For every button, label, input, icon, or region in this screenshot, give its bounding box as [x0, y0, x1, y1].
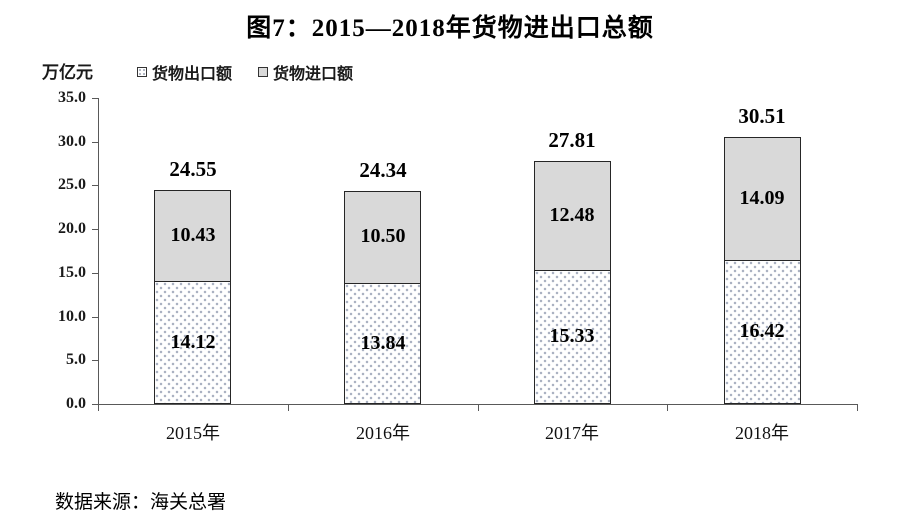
export-value-label: 16.42 — [739, 320, 785, 342]
x-tick-mark — [478, 404, 479, 411]
total-value-label: 30.51 — [738, 104, 786, 128]
y-tick-label: 20.0 — [58, 220, 86, 237]
y-tick-mark — [92, 98, 98, 99]
bar-segment-import — [154, 190, 231, 282]
y-tick-label: 5.0 — [66, 351, 86, 368]
y-tick-label: 10.0 — [58, 308, 86, 325]
bar-segment-export — [724, 260, 801, 404]
y-tick-mark — [92, 185, 98, 186]
legend-item-import: 货物进口额 — [258, 60, 353, 84]
total-value-label: 24.55 — [169, 157, 217, 181]
bar-segment-import — [344, 191, 421, 284]
total-value-label: 24.34 — [359, 158, 407, 182]
x-tick-mark — [98, 404, 99, 411]
import-swatch-icon — [258, 67, 269, 77]
y-tick-mark — [92, 229, 98, 230]
legend-label-import: 货物进口额 — [273, 66, 354, 83]
import-value-label: 12.48 — [549, 204, 595, 226]
export-swatch-icon — [137, 67, 147, 77]
x-category-label: 2015年 — [166, 423, 220, 443]
x-category-label: 2017年 — [545, 423, 599, 443]
y-axis-line — [98, 98, 99, 404]
data-source-note: 数据来源：海关总署 — [55, 492, 227, 513]
x-category-label: 2018年 — [735, 423, 789, 443]
x-category-label: 2016年 — [356, 423, 410, 443]
export-value-label: 15.33 — [549, 325, 595, 347]
bar-segment-export — [344, 283, 421, 404]
chart-title: 图7：2015—2018年货物进出口总额 — [246, 15, 654, 42]
y-tick-label: 35.0 — [58, 89, 86, 106]
bar-segment-export — [534, 270, 611, 404]
y-tick-mark — [92, 273, 98, 274]
import-value-label: 10.43 — [170, 224, 216, 246]
x-tick-mark — [288, 404, 289, 411]
x-tick-mark — [857, 404, 858, 411]
export-value-label: 14.12 — [170, 331, 216, 353]
y-tick-mark — [92, 360, 98, 361]
y-tick-label: 15.0 — [58, 264, 86, 281]
import-value-label: 10.50 — [360, 225, 406, 247]
bar-segment-export — [154, 281, 231, 404]
x-tick-mark — [667, 404, 668, 411]
y-tick-label: 25.0 — [58, 176, 86, 193]
x-axis-line — [92, 404, 858, 405]
legend: 货物出口额 货物进口额 — [137, 60, 353, 84]
y-axis-unit-label: 万亿元 — [42, 63, 93, 82]
total-value-label: 27.81 — [548, 128, 596, 152]
legend-label-export: 货物出口额 — [152, 66, 233, 83]
legend-item-export: 货物出口额 — [137, 60, 232, 84]
y-tick-label: 0.0 — [66, 395, 86, 412]
export-value-label: 13.84 — [360, 332, 406, 354]
y-tick-label: 30.0 — [58, 133, 86, 150]
import-value-label: 14.09 — [739, 187, 785, 209]
y-tick-mark — [92, 142, 98, 143]
y-tick-mark — [92, 317, 98, 318]
